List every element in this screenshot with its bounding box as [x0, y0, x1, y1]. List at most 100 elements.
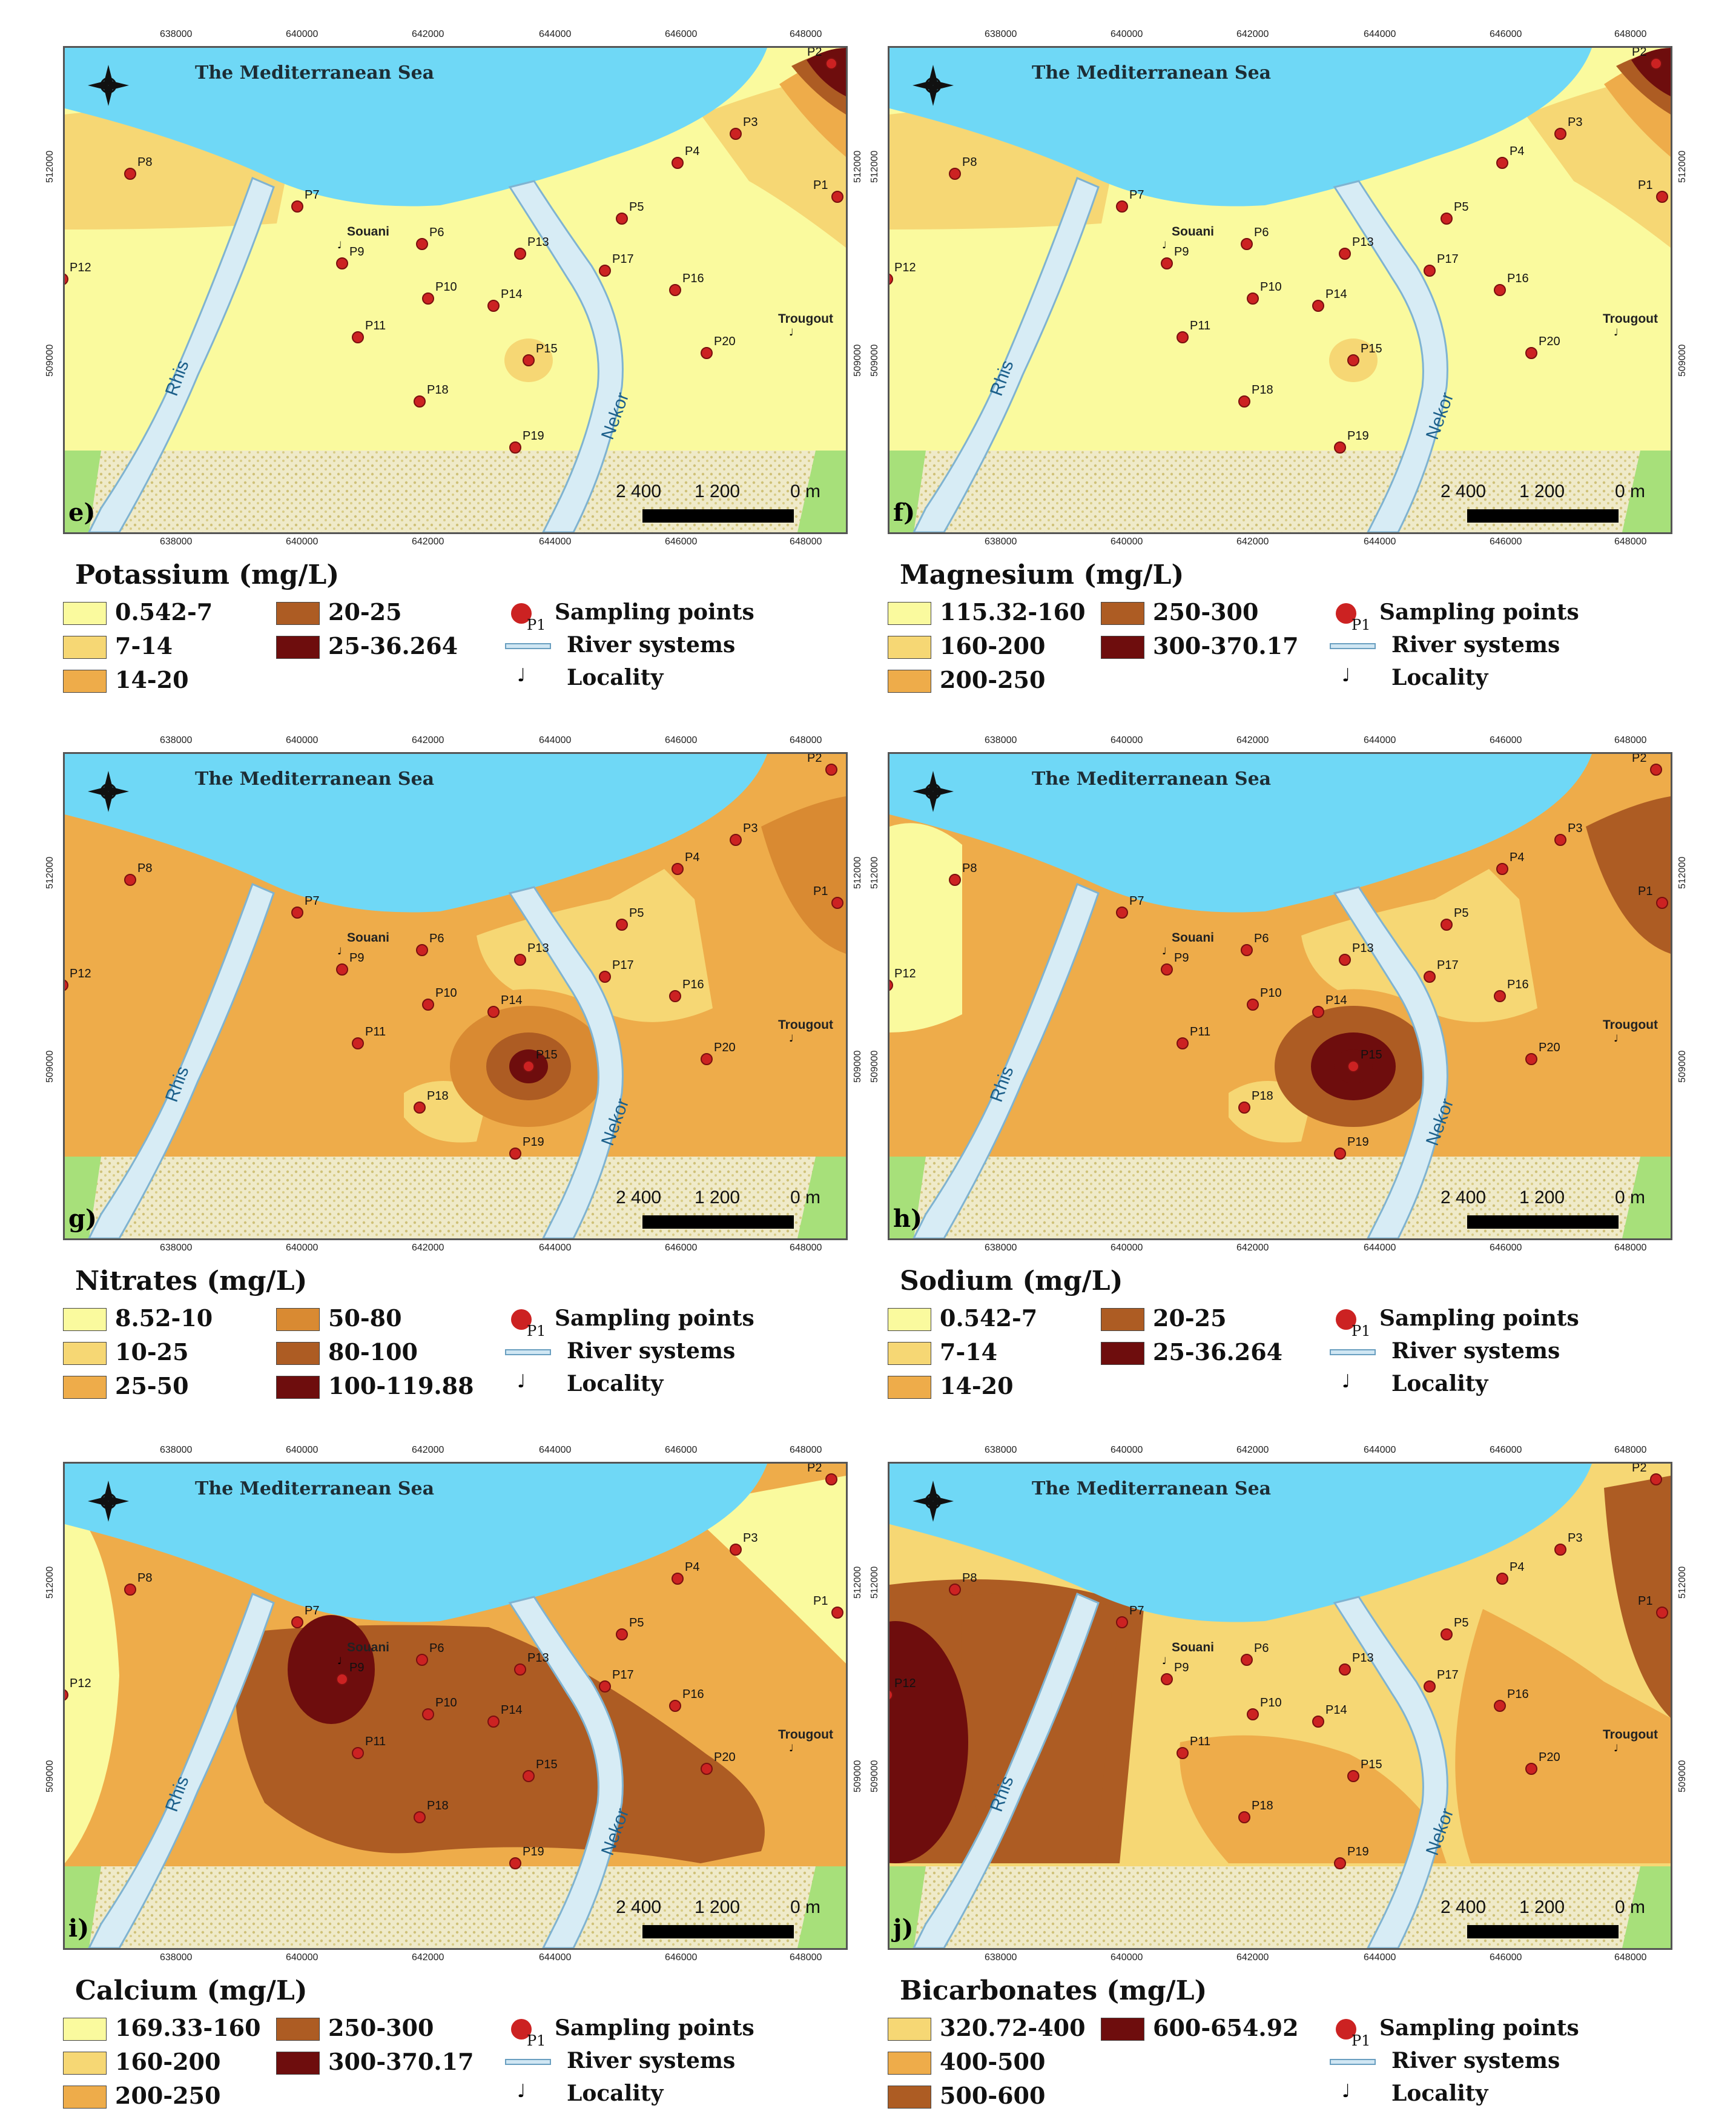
sampling-point-marker[interactable]	[1650, 764, 1662, 776]
sampling-point-marker[interactable]	[1347, 1770, 1359, 1782]
sampling-point-marker[interactable]	[422, 1708, 434, 1720]
sampling-point-marker[interactable]	[1339, 954, 1351, 966]
sampling-point-marker[interactable]	[1441, 1628, 1453, 1640]
sampling-point-marker[interactable]	[825, 58, 837, 70]
sampling-point-marker[interactable]	[336, 257, 348, 269]
sampling-point-marker[interactable]	[414, 1102, 426, 1114]
sampling-point-marker[interactable]	[949, 874, 961, 886]
sampling-point-marker[interactable]	[672, 863, 684, 875]
sampling-point-marker[interactable]	[701, 347, 713, 359]
sampling-point-marker[interactable]	[949, 1584, 961, 1596]
sampling-point-marker[interactable]	[509, 1857, 521, 1869]
sampling-point-marker[interactable]	[1656, 191, 1668, 203]
sampling-point-marker[interactable]	[1241, 238, 1253, 250]
sampling-point-marker[interactable]	[422, 292, 434, 305]
sampling-point-marker[interactable]	[599, 971, 611, 983]
sampling-point-marker[interactable]	[730, 128, 742, 140]
sampling-point-marker[interactable]	[1525, 1053, 1537, 1065]
sampling-point-marker[interactable]	[1177, 1747, 1189, 1759]
sampling-point-marker[interactable]	[422, 999, 434, 1011]
sampling-point-marker[interactable]	[523, 354, 535, 366]
sampling-point-marker[interactable]	[124, 874, 136, 886]
sampling-point-marker[interactable]	[1656, 1607, 1668, 1619]
sampling-point-marker[interactable]	[1241, 944, 1253, 956]
sampling-point-marker[interactable]	[831, 191, 843, 203]
sampling-point-marker[interactable]	[1116, 1616, 1128, 1628]
sampling-point-marker[interactable]	[352, 331, 364, 343]
sampling-point-marker[interactable]	[514, 954, 526, 966]
sampling-point-marker[interactable]	[1339, 1663, 1351, 1676]
sampling-point-marker[interactable]	[1525, 1763, 1537, 1775]
sampling-point-marker[interactable]	[1116, 907, 1128, 919]
sampling-point-marker[interactable]	[1441, 919, 1453, 931]
sampling-point-marker[interactable]	[672, 157, 684, 169]
sampling-point-marker[interactable]	[291, 907, 303, 919]
sampling-point-marker[interactable]	[730, 1544, 742, 1556]
sampling-point-marker[interactable]	[523, 1060, 535, 1072]
sampling-point-marker[interactable]	[1656, 897, 1668, 909]
sampling-point-marker[interactable]	[487, 300, 500, 312]
sampling-point-marker[interactable]	[1177, 1037, 1189, 1049]
sampling-point-marker[interactable]	[701, 1053, 713, 1065]
sampling-point-marker[interactable]	[1554, 128, 1566, 140]
sampling-point-marker[interactable]	[414, 395, 426, 408]
sampling-point-marker[interactable]	[1650, 58, 1662, 70]
sampling-point-marker[interactable]	[1334, 1857, 1346, 1869]
sampling-point-marker[interactable]	[825, 1473, 837, 1485]
sampling-point-marker[interactable]	[1424, 1680, 1436, 1693]
sampling-point-marker[interactable]	[1312, 300, 1324, 312]
sampling-point-marker[interactable]	[831, 1607, 843, 1619]
sampling-point-marker[interactable]	[1554, 1544, 1566, 1556]
sampling-point-marker[interactable]	[1494, 284, 1506, 296]
sampling-point-marker[interactable]	[730, 834, 742, 846]
sampling-point-marker[interactable]	[599, 265, 611, 277]
sampling-point-marker[interactable]	[124, 1584, 136, 1596]
sampling-point-marker[interactable]	[669, 284, 681, 296]
sampling-point-marker[interactable]	[669, 1700, 681, 1712]
sampling-point-marker[interactable]	[949, 168, 961, 180]
sampling-point-marker[interactable]	[1161, 1673, 1173, 1685]
sampling-point-marker[interactable]	[1496, 863, 1508, 875]
sampling-point-marker[interactable]	[1496, 1573, 1508, 1585]
sampling-point-marker[interactable]	[701, 1763, 713, 1775]
sampling-point-marker[interactable]	[1247, 1708, 1259, 1720]
sampling-point-marker[interactable]	[416, 1654, 428, 1666]
sampling-point-marker[interactable]	[336, 1673, 348, 1685]
sampling-point-marker[interactable]	[1238, 1811, 1250, 1823]
sampling-point-marker[interactable]	[1347, 354, 1359, 366]
sampling-point-marker[interactable]	[1525, 347, 1537, 359]
sampling-point-marker[interactable]	[414, 1811, 426, 1823]
sampling-point-marker[interactable]	[1312, 1006, 1324, 1018]
sampling-point-marker[interactable]	[1650, 1473, 1662, 1485]
sampling-point-marker[interactable]	[509, 441, 521, 454]
sampling-point-marker[interactable]	[1347, 1060, 1359, 1072]
sampling-point-marker[interactable]	[514, 1663, 526, 1676]
sampling-point-marker[interactable]	[1554, 834, 1566, 846]
sampling-point-marker[interactable]	[416, 944, 428, 956]
sampling-point-marker[interactable]	[825, 764, 837, 776]
sampling-point-marker[interactable]	[599, 1680, 611, 1693]
sampling-point-marker[interactable]	[1441, 213, 1453, 225]
sampling-point-marker[interactable]	[416, 238, 428, 250]
sampling-point-marker[interactable]	[514, 248, 526, 260]
sampling-point-marker[interactable]	[336, 963, 348, 976]
sampling-point-marker[interactable]	[352, 1037, 364, 1049]
sampling-point-marker[interactable]	[1116, 200, 1128, 213]
sampling-point-marker[interactable]	[1496, 157, 1508, 169]
sampling-point-marker[interactable]	[672, 1573, 684, 1585]
sampling-point-marker[interactable]	[831, 897, 843, 909]
sampling-point-marker[interactable]	[1494, 1700, 1506, 1712]
sampling-point-marker[interactable]	[1247, 999, 1259, 1011]
sampling-point-marker[interactable]	[487, 1716, 500, 1728]
sampling-point-marker[interactable]	[523, 1770, 535, 1782]
sampling-point-marker[interactable]	[1424, 265, 1436, 277]
sampling-point-marker[interactable]	[1177, 331, 1189, 343]
sampling-point-marker[interactable]	[1312, 1716, 1324, 1728]
sampling-point-marker[interactable]	[1339, 248, 1351, 260]
sampling-point-marker[interactable]	[1161, 257, 1173, 269]
sampling-point-marker[interactable]	[1161, 963, 1173, 976]
sampling-point-marker[interactable]	[1494, 990, 1506, 1002]
sampling-point-marker[interactable]	[1238, 395, 1250, 408]
sampling-point-marker[interactable]	[509, 1148, 521, 1160]
sampling-point-marker[interactable]	[669, 990, 681, 1002]
